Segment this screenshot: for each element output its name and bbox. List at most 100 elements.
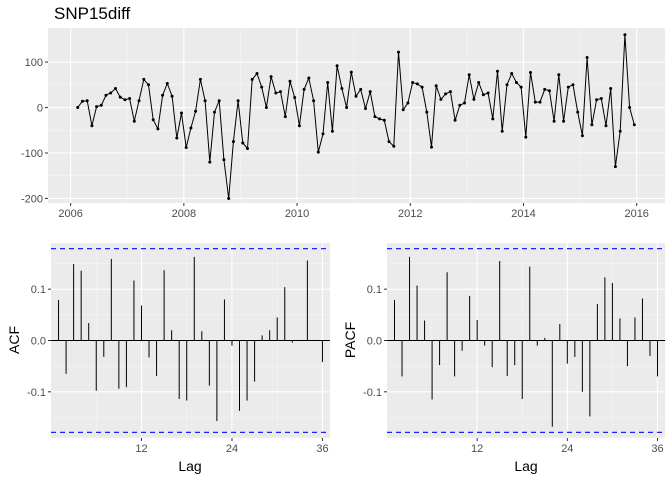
- timeseries-point: [293, 96, 297, 99]
- pacf-bars: [387, 248, 665, 433]
- timeseries-x-tick-label: 2008: [172, 208, 196, 220]
- timeseries-point: [401, 108, 405, 112]
- timeseries-point: [109, 91, 113, 95]
- timeseries-point: [349, 70, 353, 74]
- acf-y-axis-label: ACF: [6, 326, 22, 354]
- timeseries-point: [552, 119, 556, 123]
- timeseries-point: [439, 97, 443, 101]
- timeseries-point: [533, 100, 537, 104]
- timeseries-point: [147, 83, 150, 87]
- pacf-y-tick-label: 0.1: [367, 284, 382, 296]
- timeseries-point: [151, 118, 155, 122]
- timeseries-point: [557, 73, 561, 77]
- timeseries-y-tick-label: 0: [37, 103, 43, 115]
- timeseries-point: [189, 126, 193, 130]
- timeseries-point: [250, 77, 254, 81]
- timeseries-point: [264, 106, 268, 109]
- timeseries-point: [519, 85, 523, 89]
- timeseries-point: [208, 160, 212, 164]
- timeseries-point: [571, 83, 575, 87]
- timeseries-point: [425, 110, 429, 114]
- timeseries-point: [269, 75, 273, 79]
- timeseries-point: [137, 99, 141, 103]
- chart-title: SNP15diff: [54, 4, 131, 23]
- timeseries-point: [99, 103, 103, 107]
- timeseries-point: [467, 73, 471, 77]
- timeseries-point: [297, 124, 301, 128]
- timeseries-x-tick-label: 2012: [398, 208, 422, 220]
- timeseries-point: [373, 115, 377, 119]
- timeseries-point: [514, 81, 518, 84]
- timeseries-point: [217, 99, 221, 103]
- pacf-x-tick-label: 24: [561, 443, 573, 455]
- timeseries-point: [477, 81, 481, 84]
- pacf-x-tick-label: 36: [651, 443, 663, 455]
- timeseries-point: [448, 90, 452, 94]
- timeseries-point: [566, 85, 570, 89]
- timeseries-point: [76, 106, 80, 109]
- timeseries-x-tick-label: 2010: [285, 208, 309, 220]
- timeseries-point: [430, 145, 433, 149]
- timeseries-point: [231, 140, 235, 144]
- timeseries-point: [491, 117, 495, 121]
- timeseries-point: [505, 83, 509, 87]
- timeseries-y-ticks: -200 -100 0 100: [21, 57, 48, 205]
- timeseries-point: [213, 110, 216, 114]
- timeseries-point: [104, 93, 108, 97]
- timeseries-point: [85, 99, 89, 103]
- timeseries-point: [330, 129, 334, 133]
- timeseries-point: [378, 117, 382, 121]
- timeseries-x-tick-label: 2006: [58, 208, 82, 220]
- timeseries-point: [562, 119, 566, 123]
- timeseries-point: [118, 95, 122, 99]
- timeseries-point: [472, 97, 476, 101]
- timeseries-point: [382, 118, 386, 122]
- timeseries-point: [288, 79, 292, 83]
- timeseries-point: [632, 123, 636, 127]
- timeseries-y-tick-label: -200: [21, 193, 43, 205]
- acf-x-tick-label: 36: [316, 443, 328, 455]
- timeseries-point: [236, 99, 240, 103]
- acf-bars: [51, 248, 330, 433]
- pacf-panel: 12 24 36 -0.1 0.0 0.1 Lag PACF: [342, 243, 665, 474]
- pacf-y-axis-label: PACF: [342, 322, 358, 358]
- timeseries-point: [463, 101, 466, 105]
- timeseries-point: [543, 87, 547, 91]
- timeseries-point: [132, 119, 136, 123]
- timeseries-point: [609, 87, 613, 90]
- timeseries-point: [165, 82, 169, 85]
- timeseries-point: [180, 111, 183, 115]
- timeseries-point: [500, 129, 504, 133]
- timeseries-point: [623, 33, 627, 37]
- timeseries-point: [260, 85, 264, 89]
- timeseries-point: [590, 123, 594, 127]
- timeseries-point: [387, 140, 391, 144]
- timeseries-point: [359, 87, 363, 91]
- pacf-y-tick-label: -0.1: [363, 387, 382, 399]
- timeseries-point: [161, 93, 165, 97]
- timeseries-point: [458, 103, 462, 107]
- timeseries-point: [434, 84, 438, 88]
- timeseries-series: [76, 33, 636, 200]
- timeseries-point: [326, 81, 330, 84]
- timeseries-point: [194, 109, 198, 113]
- timeseries-point: [613, 165, 617, 169]
- timeseries-point: [481, 93, 485, 97]
- timeseries-point: [302, 87, 306, 91]
- timeseries-point: [420, 85, 424, 89]
- timeseries-point: [538, 100, 542, 104]
- timeseries-point: [524, 135, 528, 139]
- timeseries-point: [585, 56, 589, 59]
- timeseries-point: [496, 69, 499, 73]
- timeseries-point: [453, 118, 457, 122]
- acf-x-tick-label: 24: [226, 443, 238, 455]
- timeseries-point: [184, 146, 188, 149]
- timeseries-point: [392, 144, 396, 148]
- pacf-x-tick-label: 12: [471, 443, 483, 455]
- pacf-x-axis-label: Lag: [514, 458, 537, 474]
- timeseries-point: [142, 77, 146, 81]
- timeseries-point: [279, 90, 282, 94]
- timeseries-point: [628, 106, 632, 109]
- timeseries-point: [128, 97, 132, 100]
